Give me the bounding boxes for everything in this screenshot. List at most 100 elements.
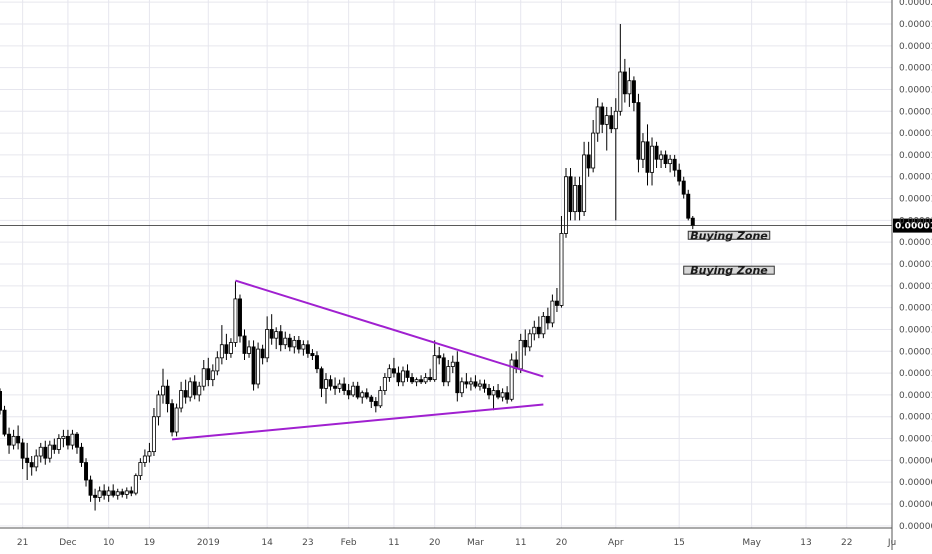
candle [43,440,48,465]
candle [618,24,623,116]
candle-body [536,326,541,335]
candle [247,340,252,358]
candle-body [38,446,43,457]
candle-body [391,368,396,374]
candle [441,353,446,387]
candle-body [491,390,496,396]
candle [423,373,428,384]
x-tick-label: 2019 [197,538,220,548]
candle-body [88,479,93,496]
candle-body [432,355,437,381]
candle [106,486,111,502]
grid [0,0,893,528]
current-price-tag [893,218,932,233]
candle [505,386,510,404]
candle [170,399,175,437]
candle [532,320,537,341]
candle [188,377,193,402]
candle-body [156,394,161,418]
candle [337,379,342,393]
candle [265,316,270,363]
candle-body [151,416,156,453]
candle-body [20,442,25,459]
candle-body [324,379,328,389]
candle-body [47,444,52,459]
candle [373,397,378,413]
candle [677,163,682,186]
candle [559,216,564,308]
candle [554,288,559,312]
candle [20,438,25,470]
candle [600,102,605,134]
candle-body [346,390,351,396]
candle-body [0,391,2,411]
candle [487,384,491,400]
candle-body [496,390,501,398]
candle [391,357,396,378]
candle-body [482,383,487,389]
candle [251,340,256,391]
candle-body [373,401,378,407]
candle [206,357,211,387]
buying-zone-1: Buying Zone [687,229,771,242]
candle-body [93,494,98,498]
candle [672,154,677,177]
candle [342,377,347,395]
candle-body [133,475,138,494]
current-price-line: 0.00001488 [0,218,932,233]
candle-body [65,435,70,446]
candle-body [636,102,641,160]
candle [147,442,152,463]
candle [378,386,383,408]
x-tick-label: Feb [341,538,357,548]
candle [84,458,89,487]
candle-body [523,339,528,348]
candle [296,336,301,354]
trendline-upper [235,279,544,378]
candle [47,440,52,463]
candle-body [428,377,433,381]
y-tick-label: 0.00001050 [899,413,932,423]
candle [74,432,79,454]
x-tick-label: 23 [302,538,313,548]
candle-body [147,451,152,457]
candle [283,331,288,350]
buying-zone-box [683,265,775,275]
candle [659,150,664,168]
candle [468,377,473,391]
y-tick-label: 0.00001900 [899,42,932,52]
candle-body [265,329,270,359]
candle [650,137,655,186]
candle [586,141,591,177]
candle [274,327,279,350]
candles [0,24,695,511]
candle [419,375,424,384]
x-tick-label: 13 [800,538,811,548]
candle-body [659,154,664,160]
candle-body [441,357,446,383]
candle-body [545,315,550,324]
candle [545,307,550,330]
candle [654,141,659,168]
candle-body [541,315,546,335]
candle-body [410,377,415,383]
candle [609,106,614,134]
candle-body [618,71,623,112]
candle [269,314,274,345]
candle-body [260,348,265,359]
candle [88,475,93,502]
candle-body [256,348,261,385]
candle [514,351,519,374]
candle-body [120,491,125,495]
candle-body [61,435,66,439]
candle [595,98,600,142]
x-tick-label: Dec [59,538,76,548]
buying-zone-label: Buying Zone [690,264,768,277]
candle-body [554,300,559,306]
buying-zones: Buying Zone Buying Zone [683,229,775,277]
candle [192,375,197,400]
candle [645,124,650,186]
